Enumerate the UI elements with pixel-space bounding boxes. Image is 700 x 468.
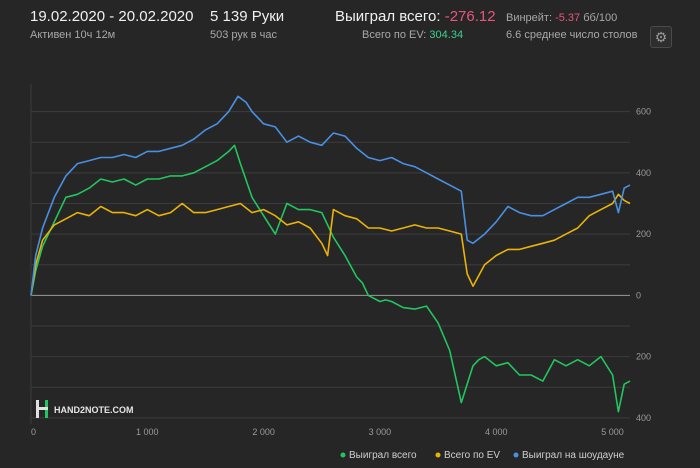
chart-grid: [30, 84, 630, 424]
legend-label-2: Всего по EV: [444, 450, 500, 461]
session-summary-header: 19.02.2020 - 20.02.2020 Активен 10ч 12м …: [0, 0, 700, 72]
y-tick-label: 200: [636, 352, 651, 362]
chart-axes: 600 400 200 0 200 400 0 1 000 2 000 3 000 4 000 5 0…: [31, 107, 651, 437]
y-tick-label: 400: [636, 413, 651, 423]
series-line-1: [30, 144, 631, 413]
legend-label-1: Выиграл всего: [349, 450, 417, 461]
total-won: Выиграл всего: -276.12: [335, 8, 496, 25]
date-range: 19.02.2020 - 20.02.2020: [30, 8, 194, 25]
ev-total-value: 304.34: [429, 29, 464, 41]
chart-legend: Выиграл всего Всего по EV Выиграл на шоуда…: [340, 450, 625, 461]
logo-text: HAND2NOTE.COM: [54, 405, 134, 415]
x-tick-label: 0: [31, 427, 36, 437]
x-tick-label: 3 000: [369, 427, 392, 437]
session-results-chart: 600 400 200 0 200 400 0 1 000 2 000 3 000 4 000 5 0…: [30, 84, 651, 461]
winrate-value: -5.37: [555, 12, 581, 24]
x-tick-label: 2 000: [252, 427, 275, 437]
x-tick-label: 5 000: [601, 427, 624, 437]
y-tick-label: 600: [636, 107, 651, 117]
winrate: Винрейт: -5.37 бб/100: [506, 12, 617, 24]
winrate-label: Винрейт:: [506, 12, 553, 24]
logo-bar-cross: [36, 407, 48, 410]
ev-total: Всего по EV: 304.34: [362, 29, 463, 41]
y-tick-label: 200: [636, 229, 651, 239]
y-tick-label: 400: [636, 168, 651, 178]
legend-marker-2: [435, 452, 441, 458]
legend-label-3: Выиграл на шоудауне: [522, 450, 625, 461]
active-time: Активен 10ч 12м: [30, 29, 116, 41]
winrate-suffix: бб/100: [583, 12, 618, 24]
hands-count: 5 139 Руки: [210, 8, 285, 25]
total-won-value: -276.12: [444, 8, 496, 25]
legend-marker-1: [340, 452, 346, 458]
chart-series: [30, 95, 631, 413]
series-line-3: [30, 95, 631, 296]
gear-icon[interactable]: ⚙: [650, 26, 672, 48]
average-tables: 6.6 среднее число столов: [506, 29, 638, 41]
y-tick-label: 0: [636, 290, 641, 300]
total-won-label: Выиграл всего:: [335, 8, 441, 25]
x-tick-label: 4 000: [485, 427, 508, 437]
x-tick-label: 1 000: [136, 427, 159, 437]
ev-total-label: Всего по EV:: [362, 29, 427, 41]
hands-per-hour: 503 рук в час: [210, 29, 278, 41]
hand2note-logo: HAND2NOTE.COM: [36, 400, 134, 418]
legend-marker-3: [513, 452, 519, 458]
series-line-2: [30, 193, 631, 296]
